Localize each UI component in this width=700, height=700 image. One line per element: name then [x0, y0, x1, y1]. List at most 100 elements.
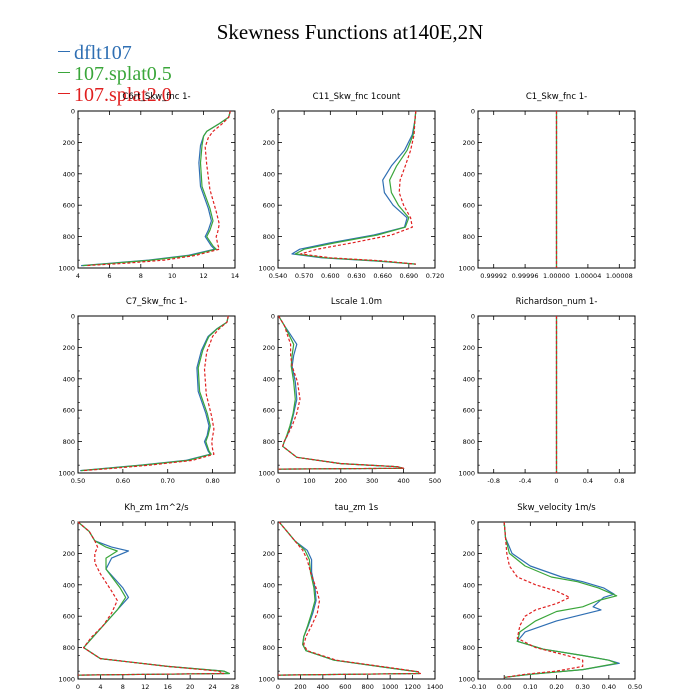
- plot-frame: [77, 521, 236, 680]
- y-tick-label: 400: [63, 375, 75, 383]
- series-line-dflt107: [277, 315, 405, 470]
- y-tick-label: 400: [263, 170, 275, 178]
- y-tick-label: 600: [263, 202, 275, 210]
- x-tick-label: 1.00000: [543, 272, 570, 280]
- x-tick-label: 0.99996: [512, 272, 539, 280]
- x-tick-label: 400: [317, 683, 329, 691]
- y-tick-label: 800: [463, 644, 475, 652]
- x-tick-label: 24: [208, 683, 216, 691]
- panel-title: Richardson_num 1-: [516, 297, 598, 307]
- x-tick-label: 0.40: [602, 683, 616, 691]
- y-tick-label: 1000: [458, 676, 475, 684]
- x-tick-label: 8: [121, 683, 125, 691]
- x-tick-label: 0.540: [269, 272, 288, 280]
- plot-frame: [477, 521, 636, 680]
- x-tick-label: 0: [554, 477, 558, 485]
- y-tick-label: 400: [463, 170, 475, 178]
- y-tick-label: 0: [471, 313, 475, 321]
- x-tick-label: 0.30: [575, 683, 589, 691]
- panel-2: C11_Skw_fnc 1count 0 200 400 600 800 10000.540…: [258, 92, 444, 280]
- series-line-107.splat0.5: [277, 315, 405, 470]
- plot-frame: [277, 315, 436, 474]
- y-tick-label: 200: [63, 344, 75, 352]
- y-tick-label: 0: [471, 519, 475, 527]
- legend-label: 107.splat0.5: [74, 63, 172, 85]
- y-tick-label: 400: [263, 375, 275, 383]
- x-tick-label: -0.8: [487, 477, 500, 485]
- y-tick-label: 200: [63, 550, 75, 558]
- y-tick-label: 0: [271, 313, 275, 321]
- y-tick-label: 1000: [458, 470, 475, 478]
- x-tick-label: 4: [98, 683, 102, 691]
- y-tick-label: 200: [63, 139, 75, 147]
- series-line-dflt107: [77, 521, 230, 676]
- y-tick-label: 800: [263, 438, 275, 446]
- x-tick-label: 0.70: [160, 477, 174, 485]
- x-tick-label: 0.00: [497, 683, 511, 691]
- y-tick-label: 400: [263, 581, 275, 589]
- series-line-107.splat0.5: [503, 521, 618, 678]
- y-tick-label: 1000: [258, 676, 275, 684]
- x-tick-label: 1200: [404, 683, 421, 691]
- x-tick-label: 100: [303, 477, 315, 485]
- x-tick-label: 0.99992: [480, 272, 507, 280]
- series-line-107.splat2.0: [85, 110, 231, 267]
- x-tick-label: 0.50: [71, 477, 85, 485]
- y-tick-label: 400: [463, 581, 475, 589]
- y-tick-label: 0: [71, 108, 75, 116]
- plot-frame: [277, 110, 436, 269]
- series-line-dflt107: [81, 110, 231, 267]
- x-tick-label: 0.4: [583, 477, 593, 485]
- y-tick-label: 800: [263, 644, 275, 652]
- series-line-107.splat0.5: [82, 110, 231, 267]
- legend-item-dflt107: dflt107: [58, 43, 298, 64]
- y-tick-label: 800: [263, 233, 275, 241]
- x-tick-label: 600: [339, 683, 351, 691]
- y-tick-label: 800: [63, 438, 75, 446]
- legend-item-splat20: 107.splat2.0: [58, 85, 298, 106]
- y-tick-label: 200: [263, 550, 275, 558]
- panel-title: C1_Skw_fnc 1-: [526, 92, 587, 102]
- figure-title: Skewness Functions at140E,2N: [216, 20, 484, 44]
- legend-label: 107.splat2.0: [74, 84, 172, 106]
- y-tick-label: 800: [463, 438, 475, 446]
- series-line-107.splat0.5: [77, 521, 230, 676]
- x-tick-label: 0.8: [614, 477, 624, 485]
- legend-label: dflt107: [74, 42, 132, 64]
- y-tick-label: 0: [71, 519, 75, 527]
- panel-title: tau_zm 1s: [335, 503, 379, 513]
- y-tick-label: 600: [63, 407, 75, 415]
- series-line-dflt107: [80, 315, 229, 472]
- x-tick-label: 0: [276, 683, 280, 691]
- x-tick-label: 0.10: [523, 683, 537, 691]
- x-tick-label: 0.630: [347, 272, 366, 280]
- y-tick-label: 1000: [458, 265, 475, 273]
- y-tick-label: 800: [63, 233, 75, 241]
- panel-6: Richardson_num 1- 0 200 400 600 800 1000 -0.8 -0…: [458, 297, 636, 485]
- x-tick-label: 800: [362, 683, 374, 691]
- y-tick-label: 1000: [258, 265, 275, 273]
- y-tick-label: 200: [463, 139, 475, 147]
- y-tick-label: 1000: [58, 470, 75, 478]
- y-tick-label: 600: [463, 202, 475, 210]
- plot-frame: [77, 110, 236, 269]
- series-line-107.splat2.0: [277, 315, 405, 470]
- y-tick-label: 600: [63, 202, 75, 210]
- y-tick-label: 200: [263, 139, 275, 147]
- series-line-107.splat2.0: [277, 521, 421, 676]
- y-tick-label: 400: [63, 581, 75, 589]
- x-tick-label: 10: [168, 272, 176, 280]
- x-tick-label: 20: [186, 683, 194, 691]
- plot-frame: [77, 315, 236, 474]
- series-line-107.splat2.0: [300, 110, 417, 265]
- x-tick-label: 28: [231, 683, 239, 691]
- x-tick-label: 16: [164, 683, 172, 691]
- y-tick-label: 600: [263, 613, 275, 621]
